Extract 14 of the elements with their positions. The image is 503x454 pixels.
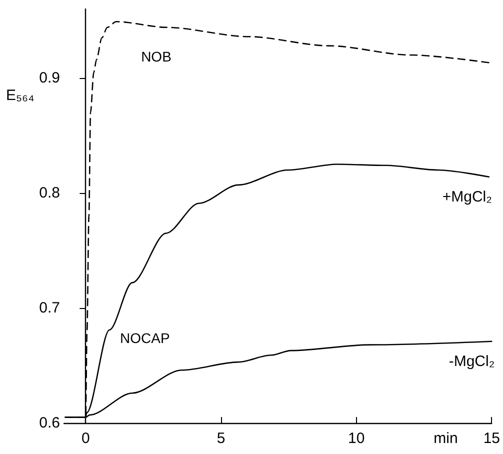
series-label: +MgCl₂ — [442, 188, 492, 206]
x-tick-label: 0 — [81, 430, 90, 447]
series-label: NOB — [141, 48, 172, 65]
y-tick-label: 0.8 — [39, 184, 60, 202]
x-tick-label: 10 — [348, 430, 365, 447]
y-tick-label: 0.7 — [39, 300, 60, 316]
y-axis-title: E₅₆₄ — [6, 86, 34, 104]
series-label: -MgCl₂ — [448, 352, 495, 370]
x-tick-label: 15 — [483, 430, 500, 447]
y-tick-label: 0.9 — [39, 70, 60, 86]
x-axis-title: min — [434, 430, 458, 447]
x-tick-label: 5 — [216, 430, 226, 447]
annotation: NOCAP — [120, 330, 170, 346]
y-tick-label: 0.6 — [39, 414, 60, 432]
